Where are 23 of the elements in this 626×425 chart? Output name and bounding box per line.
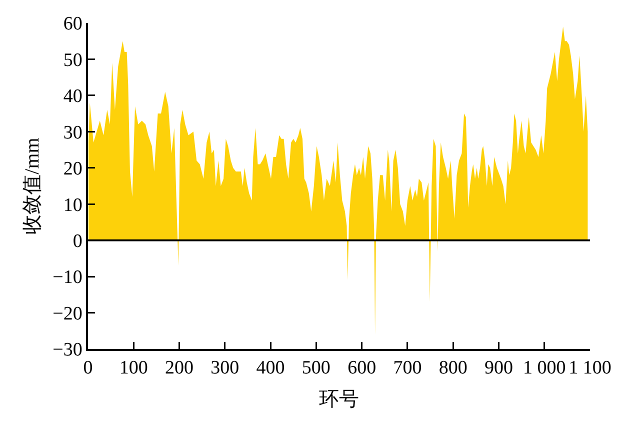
x-tick-label: 300 <box>210 358 240 379</box>
x-tick-label: 500 <box>302 358 330 379</box>
x-tick-label: 400 <box>256 358 285 379</box>
x-tick-label: 900 <box>484 358 513 379</box>
y-tick-label: 20 <box>63 158 82 180</box>
x-axis-title: 环号 <box>319 388 359 411</box>
y-axis-title: 收敛值/mm <box>22 137 44 234</box>
x-tick-label: 100 <box>119 358 148 379</box>
x-tick-label: 700 <box>393 358 422 379</box>
y-tick-label: −30 <box>52 340 82 361</box>
y-tick-label: 40 <box>63 86 82 108</box>
y-tick-label: 0 <box>72 230 82 252</box>
x-tick-label: 600 <box>348 358 376 379</box>
y-tick-label: −20 <box>52 303 82 324</box>
y-tick-label: 10 <box>63 194 82 216</box>
y-tick-label: 50 <box>63 50 82 71</box>
x-tick-label: 800 <box>438 358 468 379</box>
x-tick-label: 200 <box>165 358 194 379</box>
y-tick-label: −10 <box>52 267 82 288</box>
y-tick-label: 30 <box>63 122 82 144</box>
x-tick-label: 1 100 <box>568 358 612 379</box>
y-tick-label: 60 <box>63 14 82 35</box>
x-tick-label: 1 000 <box>522 358 566 379</box>
